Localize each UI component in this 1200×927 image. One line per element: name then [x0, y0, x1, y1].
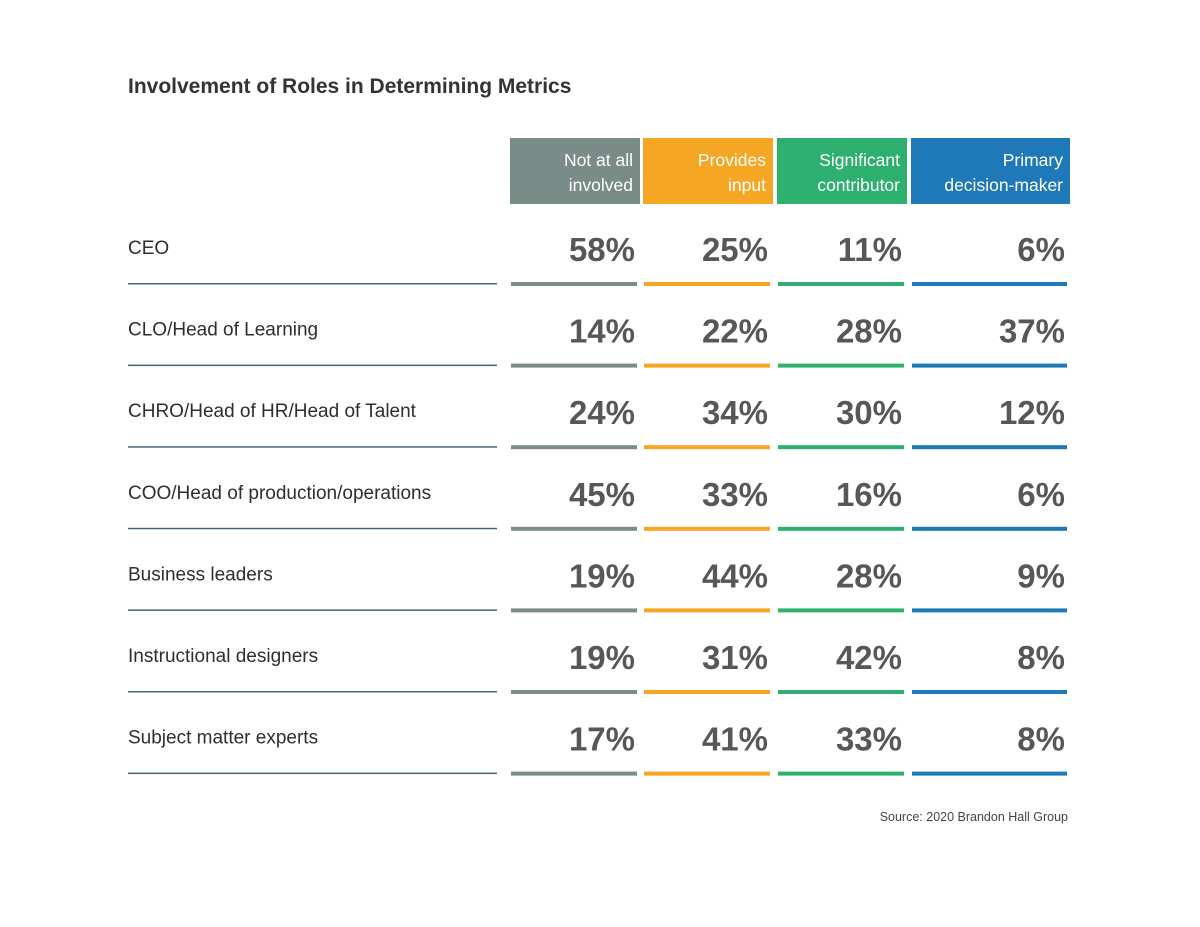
row-divider: [128, 446, 497, 448]
value-label: 9%: [1017, 557, 1065, 594]
column-header-label: contributor: [817, 175, 900, 195]
value-label: 16%: [836, 476, 902, 513]
column-header-bg: [911, 138, 1070, 204]
column-underline: [511, 445, 637, 450]
row-label: Subject matter experts: [128, 728, 318, 749]
column-header-label: involved: [569, 175, 633, 195]
column-underline: [778, 282, 904, 286]
column-header-label: Not at all: [564, 150, 633, 170]
column-underline: [644, 282, 770, 286]
column-underline: [912, 526, 1067, 531]
value-label: 41%: [702, 721, 768, 758]
column-underline: [778, 771, 904, 776]
column-header-bg: [510, 138, 640, 204]
column-underline: [511, 690, 637, 694]
table-rows: CEO 58% 25% 11% 6% CLO/Head of Learning 14% 22%…: [128, 231, 1067, 776]
column-underline: [778, 526, 904, 531]
column-underline: [511, 608, 637, 613]
row-label: Business leaders: [128, 564, 273, 585]
column-underline: [778, 445, 904, 450]
column-header-label: Significant: [819, 150, 900, 170]
value-label: 17%: [569, 721, 635, 758]
value-label: 58%: [569, 231, 635, 268]
column-underline: [912, 690, 1067, 694]
table-row: Instructional designers 19% 31% 42% 8%: [128, 639, 1067, 694]
row-divider: [128, 283, 497, 285]
value-label: 12%: [999, 394, 1065, 431]
column-header-not-at-all-involved: Not at all involved: [510, 138, 640, 204]
column-header-provides-input: Provides input: [643, 138, 773, 204]
column-underline: [644, 445, 770, 450]
column-underline: [644, 771, 770, 776]
value-label: 42%: [836, 639, 902, 676]
value-label: 6%: [1017, 476, 1065, 513]
value-label: 34%: [702, 394, 768, 431]
value-label: 11%: [838, 231, 902, 268]
value-label: 24%: [569, 394, 635, 431]
column-underline: [912, 771, 1067, 776]
table-row: CEO 58% 25% 11% 6%: [128, 231, 1067, 286]
row-divider: [128, 527, 497, 530]
table-row: COO/Head of production/operations 45% 33% 1…: [128, 476, 1067, 531]
value-label: 44%: [702, 557, 768, 594]
value-label: 30%: [836, 394, 902, 431]
value-label: 28%: [836, 313, 902, 350]
column-underline: [912, 445, 1067, 450]
value-label: 37%: [999, 313, 1065, 350]
column-header-label: Provides: [698, 150, 766, 170]
column-underline: [912, 608, 1067, 613]
value-label: 33%: [702, 476, 768, 513]
column-header-significant-contributor: Significant contributor: [777, 138, 907, 204]
column-underline: [778, 363, 904, 368]
source-note: Source: 2020 Brandon Hall Group: [880, 810, 1068, 824]
column-underline: [778, 608, 904, 613]
table-row: Business leaders 19% 44% 28% 9%: [128, 557, 1067, 613]
column-header-bg: [643, 138, 773, 204]
value-label: 19%: [569, 557, 635, 594]
value-label: 8%: [1017, 639, 1065, 676]
column-header-label: input: [728, 175, 766, 195]
value-label: 6%: [1017, 231, 1065, 268]
column-underline: [644, 608, 770, 613]
row-divider: [128, 772, 497, 775]
row-label: CEO: [128, 238, 169, 259]
column-underline: [511, 526, 637, 531]
column-header-label: Primary: [1003, 150, 1064, 170]
column-underline: [644, 526, 770, 531]
column-underline: [644, 363, 770, 368]
column-underline: [644, 690, 770, 694]
column-underline: [511, 363, 637, 368]
value-label: 25%: [702, 231, 768, 268]
row-label: COO/Head of production/operations: [128, 483, 431, 504]
value-label: 14%: [569, 313, 635, 350]
row-label: CHRO/Head of HR/Head of Talent: [128, 401, 417, 422]
row-divider: [128, 609, 497, 611]
table-row: CLO/Head of Learning 14% 22% 28% 37%: [128, 313, 1067, 368]
column-underline: [912, 363, 1067, 368]
column-underline: [511, 282, 637, 286]
value-label: 22%: [702, 313, 768, 350]
column-underline: [511, 771, 637, 776]
table-row: CHRO/Head of HR/Head of Talent 24% 34% 30% 1…: [128, 394, 1067, 450]
row-label: CLO/Head of Learning: [128, 320, 318, 341]
value-label: 8%: [1017, 721, 1065, 758]
value-label: 33%: [836, 721, 902, 758]
column-underline: [912, 282, 1067, 286]
column-header-primary-decision-maker: Primary decision-maker: [911, 138, 1070, 204]
column-headers: Not at all involved Provides input Significa…: [510, 138, 1070, 204]
column-header-label: decision-maker: [944, 175, 1063, 195]
value-label: 45%: [569, 476, 635, 513]
row-label: Instructional designers: [128, 646, 318, 667]
table-row: Subject matter experts 17% 41% 33% 8%: [128, 721, 1067, 776]
value-label: 31%: [702, 639, 768, 676]
value-label: 28%: [836, 557, 902, 594]
column-header-bg: [777, 138, 907, 204]
value-label: 19%: [569, 639, 635, 676]
row-divider: [128, 691, 497, 693]
chart-title: Involvement of Roles in Determining Metr…: [128, 75, 571, 98]
column-underline: [778, 690, 904, 694]
row-divider: [128, 364, 497, 367]
